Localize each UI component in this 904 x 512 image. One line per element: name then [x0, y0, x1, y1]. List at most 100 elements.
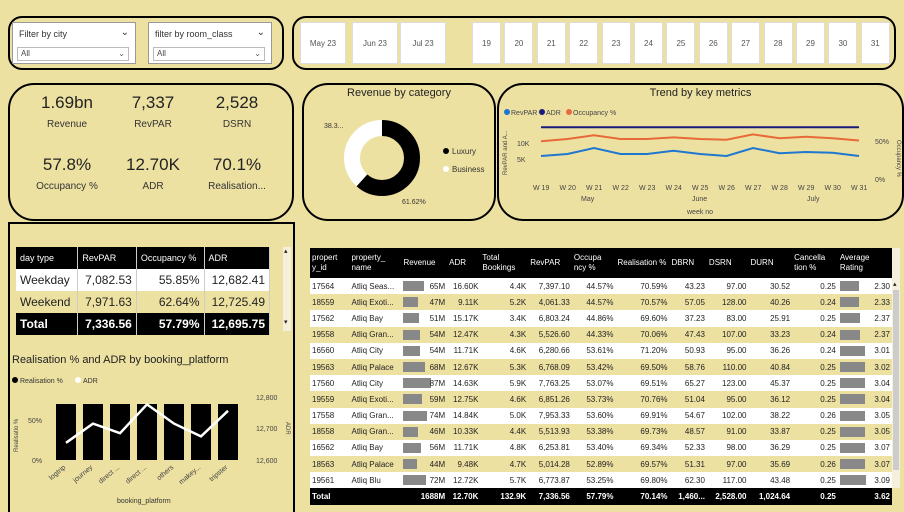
table-row[interactable]: Weekend 7,971.63 62.64% 12,725.49 — [16, 291, 271, 313]
column-header[interactable]: Revenue — [401, 248, 448, 278]
table-row[interactable]: 17558 Atliq Gran... 74M 14.84K 5.0K 7,953.33 5… — [310, 407, 892, 424]
donut-slice-business[interactable] — [344, 120, 420, 196]
table-row[interactable]: 19561 Atliq Blu 72M 12.72K 5.7K 6,773.87 53.25… — [310, 472, 892, 489]
table-row[interactable]: 18558 Atliq Gran... 46M 10.33K 4.4K 5,513.93 5… — [310, 423, 892, 440]
chevron-up-icon[interactable]: ▴ — [284, 248, 288, 255]
column-header[interactable]: DBRN — [669, 248, 707, 278]
table-cell: 95.00 — [706, 342, 749, 359]
adr-line[interactable] — [65, 402, 229, 444]
table-row[interactable]: 19563 Atliq Palace 68M 12.67K 5.3K 6,768.09 53… — [310, 358, 892, 376]
day-slicer-item[interactable]: 19 — [472, 22, 501, 64]
day-slicer-item[interactable]: 27 — [731, 22, 761, 64]
table-cell: 74M — [401, 407, 448, 424]
day-slicer-item[interactable]: 24 — [634, 22, 663, 64]
y-left-tick: 0% — [32, 458, 42, 465]
x-tick-label: W 21 — [586, 185, 602, 192]
day-slicer-item[interactable]: 30 — [828, 22, 858, 64]
realisation-bar[interactable] — [137, 404, 157, 460]
table-cell: 6,773.87 — [528, 472, 572, 489]
column-header[interactable]: Occupa ncy % — [571, 248, 616, 278]
realisation-bar[interactable] — [218, 404, 238, 460]
table-row[interactable]: 19559 Atliq Exoti... 59M 12.75K 4.6K 6,851.26… — [310, 391, 892, 408]
trend-line-chart[interactable]: RevPAR ADR Occupancy % RevPAR and A... 1… — [497, 100, 902, 220]
table-row[interactable]: 16562 Atliq Bay 56M 11.71K 4.8K 6,253.81 53.40… — [310, 439, 892, 457]
x-tick-label: logtrip — [48, 464, 67, 482]
column-header[interactable]: property_ name — [349, 248, 402, 278]
realisation-bar[interactable] — [164, 404, 184, 460]
column-header[interactable]: day type — [16, 247, 79, 269]
table-row[interactable]: Weekday 7,082.53 55.85% 12,682.41 — [16, 269, 271, 291]
table-cell: 87M — [401, 375, 448, 392]
table-cell: 17560 — [310, 375, 350, 392]
column-header[interactable]: Cancella tion % — [792, 248, 838, 278]
table-cell: 69.34% — [615, 439, 670, 457]
chevron-down-icon[interactable]: ⌄ — [120, 27, 129, 38]
table-row[interactable]: 17560 Atliq City 87M 14.63K 5.9K 7,763.25 53.0… — [310, 375, 892, 392]
column-header[interactable]: Realisation % — [615, 248, 670, 278]
platform-combo-chart[interactable]: Realisation % ADR Realisatio % 50% 0% 12… — [10, 370, 292, 506]
day-slicer-item[interactable]: 21 — [536, 22, 566, 64]
column-header[interactable]: ADR — [204, 247, 271, 269]
column-header[interactable]: RevPAR — [528, 248, 572, 278]
day-slicer-item[interactable]: 31 — [860, 22, 890, 64]
table-cell: 0.25 — [792, 391, 838, 408]
room-class-filter-select[interactable]: All ⌄ — [153, 47, 265, 61]
city-filter-select[interactable]: All ⌄ — [17, 47, 129, 61]
month-label: July — [807, 196, 820, 203]
table-cell: 70.06% — [615, 326, 670, 343]
day-slicer-item[interactable]: 26 — [698, 22, 728, 64]
total-row: Total 7,336.56 57.79% 12,695.75 — [16, 313, 271, 335]
table-cell: 128.00 — [706, 294, 749, 311]
table-cell: 5.3K — [480, 358, 529, 376]
table-cell: 36.29 — [748, 439, 793, 457]
room-class-filter[interactable]: filter by room_class ⌄ All ⌄ — [148, 22, 272, 64]
data-bar — [403, 378, 432, 389]
day-slicer-item[interactable]: 23 — [601, 22, 631, 64]
scroll-thumb[interactable] — [893, 290, 899, 470]
chevron-down-icon[interactable]: ▾ — [284, 319, 288, 326]
day-slicer-item[interactable]: 25 — [666, 22, 696, 64]
table-scrollbar[interactable] — [283, 247, 291, 331]
series-line-occupancy-[interactable] — [540, 133, 860, 143]
table-row[interactable]: 19558 Atliq Gran... 54M 12.47K 4.3K 5,526.60 4… — [310, 326, 892, 343]
table-cell: 70.59% — [615, 278, 670, 295]
day-slicer-item[interactable]: 28 — [763, 22, 793, 64]
realisation-bar[interactable] — [56, 404, 76, 460]
column-header[interactable]: Occupancy % — [136, 247, 205, 269]
table-cell: Atliq City — [349, 342, 402, 359]
day-slicer-item[interactable]: 29 — [796, 22, 825, 64]
column-header[interactable]: DURN — [748, 248, 793, 278]
month-slicer-item[interactable]: May 23 — [300, 22, 346, 64]
column-header[interactable]: ADR — [447, 248, 481, 278]
month-slicer-item[interactable]: Jun 23 — [352, 22, 398, 64]
realisation-bar[interactable] — [83, 404, 103, 460]
table-cell: Atliq City — [349, 375, 402, 392]
realisation-bar[interactable] — [191, 404, 211, 460]
table-row[interactable]: 18563 Atliq Palace 44M 9.48K 4.7K 5,014.28 52.… — [310, 456, 892, 473]
day-label: 20 — [514, 38, 524, 48]
table-row[interactable]: 18559 Atliq Exoti... 47M 9.11K 5.2K 4,061.33 4… — [310, 294, 892, 311]
table-cell: 69.57% — [615, 456, 670, 473]
series-line-revpar[interactable] — [540, 146, 860, 158]
revenue-donut-chart[interactable]: 38.3... 61.62% Luxury Business — [302, 100, 496, 218]
table-row[interactable]: 16560 Atliq City 54M 11.71K 4.6K 6,280.66 53.6… — [310, 342, 892, 359]
column-header[interactable]: propert y_id — [310, 248, 350, 278]
day-slicer-item[interactable]: 22 — [569, 22, 599, 64]
day-slicer-item[interactable]: 20 — [504, 22, 534, 64]
column-header[interactable]: DSRN — [706, 248, 749, 278]
table-cell: 56M — [401, 439, 448, 457]
column-header[interactable]: Average Rating — [837, 248, 892, 278]
table-row[interactable]: 17564 Atliq Seas... 65M 16.60K 4.4K 7,397.10 4… — [310, 278, 892, 295]
table-cell: 25.91 — [748, 310, 793, 327]
column-header[interactable]: Total Bookings — [480, 248, 529, 278]
table-cell: 6,803.24 — [528, 310, 572, 327]
city-filter[interactable]: Filter by city ⌄ All ⌄ — [12, 22, 136, 64]
table-cell: 0.25 — [792, 472, 838, 489]
month-slicer-item[interactable]: Jul 23 — [400, 22, 446, 64]
x-tick-label: W 19 — [533, 185, 549, 192]
chevron-down-icon[interactable]: ⌄ — [256, 27, 265, 38]
total-row: Total 1688M 12.70K 132.9K 7,336.56 57.79% 70.1… — [310, 488, 892, 505]
table-row[interactable]: 17562 Atliq Bay 51M 15.17K 3.4K 6,803.24 44.86… — [310, 310, 892, 327]
chevron-up-icon[interactable]: ▴ — [893, 281, 897, 288]
column-header[interactable]: RevPAR — [77, 247, 137, 269]
